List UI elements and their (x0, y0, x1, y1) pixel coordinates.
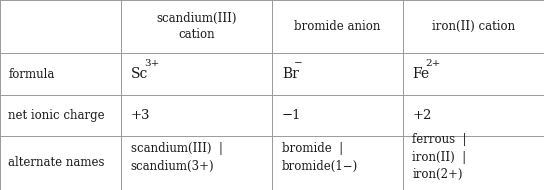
Text: ferrous  |
iron(II)  |
iron(2+): ferrous | iron(II) | iron(2+) (412, 133, 467, 181)
Text: 3+: 3+ (144, 59, 159, 68)
Text: net ionic charge: net ionic charge (8, 109, 105, 122)
Text: Br: Br (282, 67, 299, 81)
Text: scandium(III)  |
scandium(3+): scandium(III) | scandium(3+) (131, 142, 222, 173)
Text: iron(II) cation: iron(II) cation (432, 20, 515, 33)
Text: −1: −1 (282, 109, 301, 122)
Text: formula: formula (8, 68, 54, 81)
Text: Fe: Fe (412, 67, 429, 81)
Text: +3: +3 (131, 109, 150, 122)
Text: +2: +2 (412, 109, 432, 122)
Text: 2+: 2+ (425, 59, 441, 68)
Text: bromide anion: bromide anion (294, 20, 380, 33)
Text: −: − (294, 59, 302, 68)
Text: Sc: Sc (131, 67, 148, 81)
Text: bromide  |
bromide(1−): bromide | bromide(1−) (282, 142, 358, 173)
Text: scandium(III)
cation: scandium(III) cation (156, 12, 237, 41)
Text: alternate names: alternate names (8, 156, 104, 169)
